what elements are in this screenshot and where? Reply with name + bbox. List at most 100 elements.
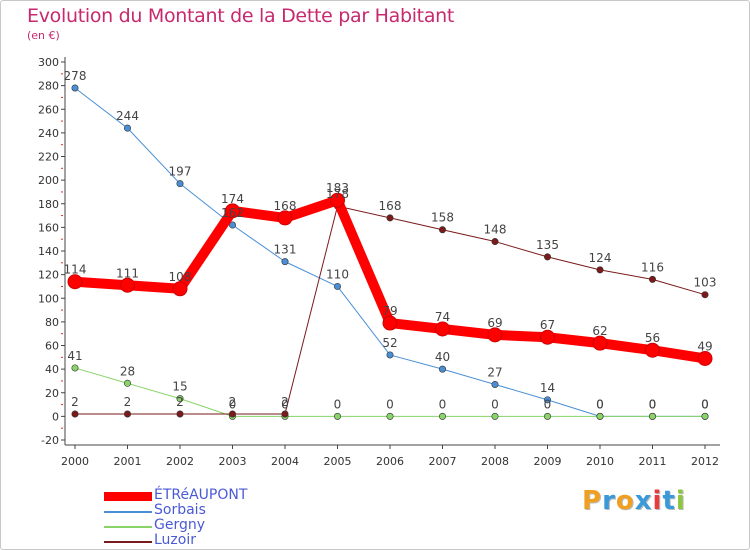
data-point	[543, 253, 551, 261]
legend-swatch	[104, 492, 152, 501]
data-label: 49	[697, 339, 712, 353]
data-label: 2	[124, 395, 132, 409]
data-label: 278	[64, 69, 87, 83]
data-point	[176, 410, 184, 418]
data-label: 74	[435, 310, 450, 324]
data-point	[71, 364, 79, 372]
data-label: 15	[172, 380, 187, 394]
data-label: 69	[487, 316, 502, 330]
data-label: 28	[120, 364, 135, 378]
x-tick-label: 2010	[586, 455, 614, 468]
logo-letter: x	[634, 486, 653, 516]
data-point	[645, 342, 660, 358]
data-label: 40	[435, 350, 450, 364]
x-tick-label: 2008	[481, 455, 509, 468]
legend-label: Gergny	[154, 517, 206, 533]
chart-title: Evolution du Montant de la Dette par Hab…	[27, 5, 455, 27]
data-label: 2	[71, 395, 79, 409]
y-tick-label: 280	[38, 80, 59, 93]
y-tick-label: 300	[38, 56, 59, 69]
data-label: 0	[649, 397, 657, 411]
data-point	[491, 412, 499, 420]
data-point	[491, 238, 499, 246]
logo-letter: i	[652, 486, 663, 516]
data-label: 0	[281, 397, 289, 411]
legend-label: Luzoir	[154, 532, 196, 548]
data-point	[386, 214, 394, 222]
data-point	[124, 379, 132, 387]
legend-swatch	[104, 526, 152, 528]
data-point	[438, 226, 446, 234]
x-tick-label: 2003	[219, 455, 247, 468]
data-point	[701, 412, 709, 420]
data-label: 56	[645, 331, 660, 345]
y-tick-label: 0	[52, 410, 59, 423]
legend-label: Sorbais	[154, 502, 206, 518]
legend-label: ÉTRéAUPONT	[154, 487, 248, 503]
y-tick-label: 260	[38, 103, 59, 116]
data-label: 168	[274, 199, 297, 213]
data-point	[592, 335, 608, 351]
x-tick-label: 2001	[114, 455, 142, 468]
data-point	[543, 412, 551, 420]
data-point	[491, 380, 499, 388]
data-label: 0	[229, 397, 237, 411]
logo-letter: o	[615, 486, 635, 516]
data-label: 111	[116, 266, 139, 280]
y-tick-label: 120	[38, 269, 59, 282]
x-tick-label: 2005	[324, 455, 352, 468]
plot-area	[65, 57, 720, 445]
data-label: 148	[484, 223, 507, 237]
data-point	[487, 327, 503, 343]
data-point	[333, 412, 341, 420]
x-tick-label: 2012	[691, 455, 719, 468]
y-tick-label: 240	[38, 127, 59, 140]
data-label: 0	[649, 397, 657, 411]
data-point	[172, 281, 188, 297]
logo-letter: t	[662, 486, 676, 516]
x-tick-label: 2004	[271, 455, 299, 468]
data-point	[176, 180, 184, 188]
data-label: 2	[176, 395, 184, 409]
data-label: 244	[116, 109, 139, 123]
data-label: 79	[382, 304, 397, 318]
data-label: 178	[326, 187, 349, 201]
y-tick-label: 140	[38, 245, 59, 258]
legend-swatch	[104, 541, 152, 543]
y-tick-label: 20	[45, 387, 59, 400]
y-tick-label: 100	[38, 292, 59, 305]
data-label: 174	[221, 192, 244, 206]
data-label: 0	[596, 397, 604, 411]
data-label: 135	[536, 238, 559, 252]
data-point	[697, 350, 713, 366]
data-point	[382, 315, 398, 331]
y-tick-label: 160	[38, 221, 59, 234]
y-tick-label: 180	[38, 198, 59, 211]
data-label: 0	[596, 397, 604, 411]
x-tick-label: 2007	[429, 455, 457, 468]
x-tick-label: 2002	[166, 455, 194, 468]
proxiti-logo: Proxiti	[582, 486, 686, 516]
data-label: 114	[64, 263, 87, 277]
y-tick-label: -20	[41, 434, 59, 447]
data-label: 0	[491, 397, 499, 411]
y-tick-label: 220	[38, 151, 59, 164]
data-label: 110	[326, 267, 349, 281]
data-point	[333, 282, 341, 290]
y-tick-label: 200	[38, 174, 59, 187]
data-label: 108	[169, 270, 192, 284]
x-tick-label: 2000	[61, 455, 89, 468]
data-point	[596, 266, 604, 274]
data-label: 162	[221, 206, 244, 220]
y-tick-label: 80	[45, 316, 59, 329]
x-tick-label: 2011	[639, 455, 667, 468]
data-label: 0	[334, 397, 342, 411]
data-label: 103	[694, 276, 717, 290]
data-point	[281, 258, 289, 266]
logo-letter: i	[675, 486, 686, 516]
y-tick-label: 60	[45, 340, 59, 353]
x-tick-label: 2006	[376, 455, 404, 468]
data-point	[330, 192, 345, 208]
data-label: 67	[540, 318, 555, 332]
